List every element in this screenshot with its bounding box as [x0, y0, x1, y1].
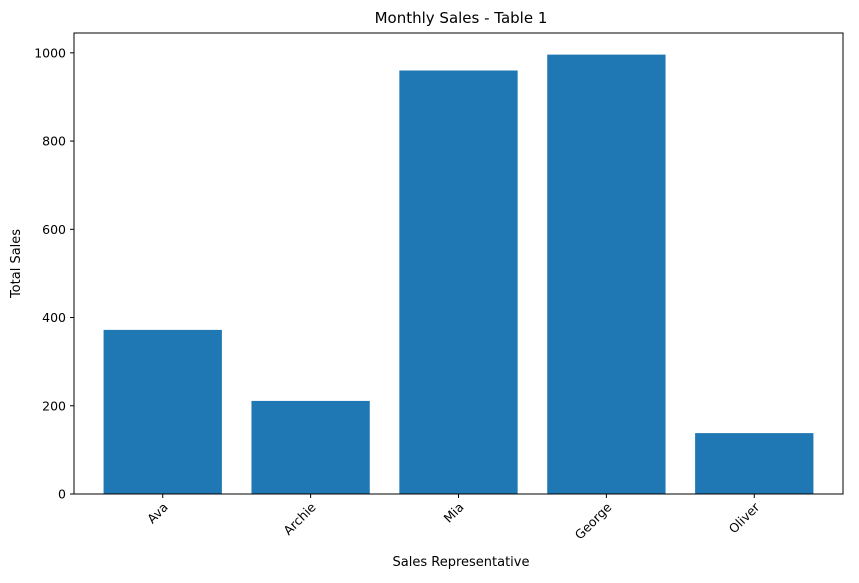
- y-axis-ticks: 0 200 400 600 800 1000: [34, 45, 74, 502]
- y-tick-label: 800: [42, 134, 66, 149]
- bar-oliver: [695, 433, 814, 494]
- chart-title: Monthly Sales - Table 1: [375, 9, 548, 27]
- y-tick-label: 1000: [34, 45, 66, 60]
- bar-ava: [103, 329, 222, 494]
- y-tick-label: 400: [42, 310, 66, 325]
- y-tick-label: 0: [58, 487, 66, 502]
- x-axis-label: Sales Representative: [393, 555, 530, 570]
- x-axis-ticks: Ava Archie Mia George Oliver: [144, 494, 763, 542]
- x-tick-label-oliver: Oliver: [726, 499, 763, 536]
- bar-mia: [399, 70, 518, 494]
- bars-group: [103, 54, 814, 494]
- x-tick-label-archie: Archie: [280, 499, 319, 538]
- x-tick-label-ava: Ava: [144, 500, 171, 527]
- y-axis-label: Total Sales: [9, 229, 24, 299]
- x-tick-label-mia: Mia: [441, 500, 467, 526]
- y-tick-label: 200: [42, 398, 66, 413]
- bar-george: [547, 54, 666, 494]
- plot-area-frame: [73, 32, 844, 495]
- y-tick-label: 600: [42, 222, 66, 237]
- x-tick-label-george: George: [572, 499, 615, 542]
- bar-archie: [251, 400, 370, 494]
